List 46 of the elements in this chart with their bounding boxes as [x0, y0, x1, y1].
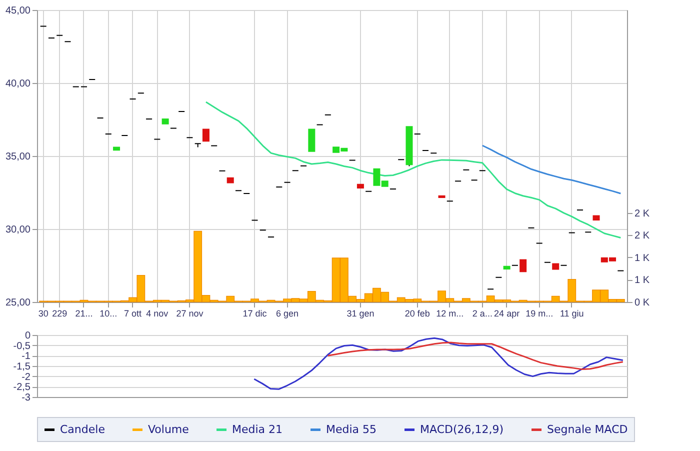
y2-tick-label: 0 K: [634, 298, 650, 308]
y-tick-label: -3: [22, 392, 31, 404]
y2-tick-label: 2 K: [634, 208, 650, 220]
line-series: [482, 144, 622, 194]
y2-tick-label: 1 K: [634, 275, 650, 286]
y2-tick-label: 2 K: [634, 230, 650, 242]
x-tick-label: 4 nov: [146, 308, 169, 318]
y-tick-label: 45,00: [5, 6, 31, 16]
line-series: [327, 342, 624, 370]
legend-label: MACD(26,12,9): [420, 422, 504, 436]
x-tick-label: 229: [52, 308, 68, 318]
candlestick: [520, 259, 527, 272]
legend-label: Candele: [60, 422, 106, 436]
y-tick-label: 0: [24, 330, 31, 342]
legend-label: Segnale MACD: [547, 422, 628, 436]
x-tick-label: 31 gen: [346, 308, 374, 318]
y-tick-label: 40,00: [5, 78, 31, 90]
y-tick-label: 25,00: [5, 298, 31, 308]
legend-label: Media 21: [232, 422, 283, 436]
x-tick-label: 2 a...: [472, 308, 492, 318]
x-tick-label: 19 m...: [526, 308, 554, 318]
x-tick-label: 27 nov: [176, 308, 204, 318]
candlestick: [308, 128, 316, 152]
x-tick-label: 21...: [75, 308, 93, 318]
y-tick-label: 30,00: [5, 224, 31, 236]
x-tick-label: 24 apr: [494, 308, 520, 318]
y-tick-label: -2: [22, 372, 31, 383]
y-tick-label: -1: [22, 351, 31, 362]
candlestick: [202, 128, 210, 142]
legend-label: Media 55: [326, 422, 377, 436]
y-tick-label: -1,5: [13, 362, 31, 372]
y-tick-label: -2,5: [13, 382, 31, 394]
x-tick-label: 10...: [100, 308, 118, 318]
x-tick-label: 17 dic: [242, 308, 268, 318]
y2-tick-label: 1 K: [634, 252, 650, 264]
x-tick-label: 12 m...: [436, 308, 464, 318]
y-tick-label: -0,5: [13, 340, 31, 352]
x-tick-label: 20 feb: [404, 308, 430, 318]
line-series: [205, 101, 622, 239]
legend-label: Volume: [148, 422, 190, 436]
x-tick-label: 11 giu: [560, 308, 584, 318]
line-series: [253, 337, 624, 390]
x-tick-label: 30: [38, 308, 48, 318]
y-tick-label: 35,00: [5, 152, 31, 162]
x-tick-label: 6 gen: [276, 308, 299, 318]
x-tick-label: 7 ott: [124, 308, 142, 318]
